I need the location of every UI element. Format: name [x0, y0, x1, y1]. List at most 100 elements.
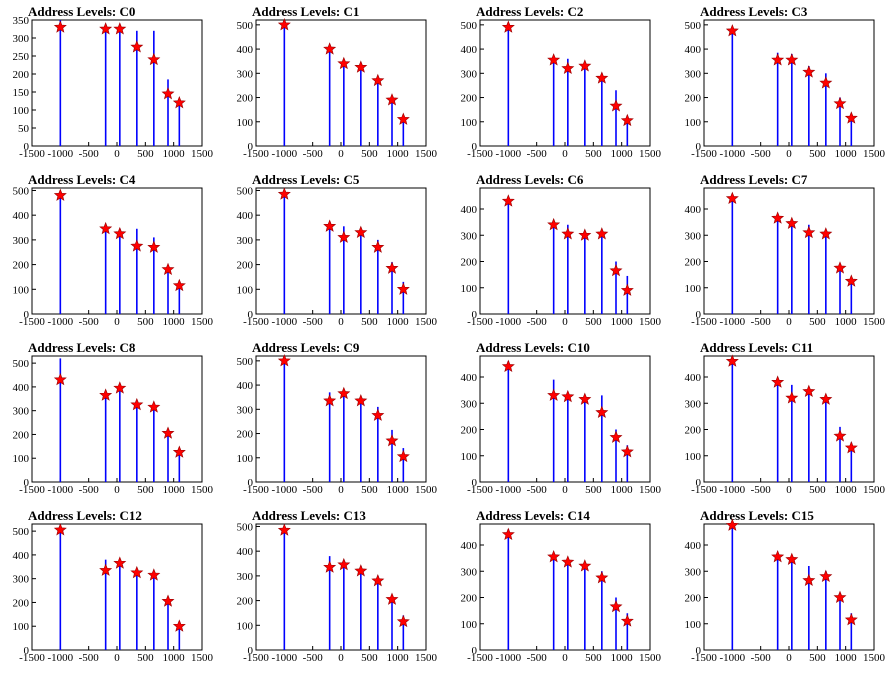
- peak-marker-star: [833, 261, 847, 274]
- x-tick-label: 1000: [387, 652, 410, 664]
- x-tick-label: 1000: [835, 484, 858, 496]
- y-tick-label: 0: [24, 309, 30, 321]
- x-tick-label: 0: [338, 652, 344, 664]
- peak-marker-star: [844, 441, 858, 454]
- peak-marker-star: [354, 564, 368, 577]
- x-tick-label: -1000: [47, 148, 73, 160]
- peak-marker-star: [99, 221, 113, 235]
- peak-marker-star: [578, 392, 592, 405]
- x-tick-label: 1000: [835, 652, 858, 664]
- y-tick-label: 300: [461, 566, 478, 578]
- peak-marker-star: [277, 18, 291, 31]
- peak-marker-star: [595, 570, 609, 584]
- peak-marker-star: [53, 188, 67, 201]
- peak-marker-star: [53, 523, 67, 536]
- y-tick-label: 200: [461, 425, 478, 437]
- x-tick-label: 1500: [191, 316, 214, 328]
- peak-marker-star: [161, 86, 175, 100]
- y-tick-label: 0: [696, 141, 702, 153]
- x-tick-label: 500: [361, 484, 378, 496]
- peak-marker-star: [396, 614, 410, 628]
- chart-panel: Address Levels: C11 0 100 200 300 400 -1500 -10…: [685, 340, 886, 496]
- peak-marker-star: [833, 429, 847, 442]
- chart-title: Address Levels: C0: [28, 4, 135, 19]
- y-tick-label: 400: [237, 380, 254, 392]
- y-tick-label: 300: [685, 398, 702, 410]
- x-tick-label: 1000: [163, 316, 186, 328]
- y-tick-label: 200: [13, 429, 30, 441]
- x-tick-label: -500: [79, 316, 100, 328]
- peak-marker-star: [130, 565, 144, 579]
- peak-marker-star: [561, 227, 575, 240]
- peak-marker-star: [113, 226, 127, 240]
- plot-frame: [479, 355, 651, 483]
- y-tick-label: 300: [237, 404, 254, 416]
- x-tick-label: 0: [114, 652, 120, 664]
- y-tick-label: 0: [472, 477, 478, 489]
- x-tick-label: -1500: [19, 316, 45, 328]
- peak-marker-star: [620, 614, 634, 627]
- y-tick-label: 100: [685, 117, 702, 129]
- y-tick-label: 300: [13, 406, 30, 418]
- y-tick-label: 200: [685, 425, 702, 437]
- x-tick-label: -500: [751, 484, 772, 496]
- y-tick-label: 400: [685, 540, 702, 552]
- y-tick-label: 400: [13, 210, 30, 222]
- plot-frame: [31, 187, 203, 315]
- peak-marker-star: [844, 111, 858, 124]
- x-tick-label: -1000: [47, 652, 73, 664]
- peak-marker-star: [833, 96, 847, 110]
- y-tick-label: 200: [461, 93, 478, 105]
- x-tick-label: -500: [527, 652, 548, 664]
- y-tick-label: 100: [237, 284, 254, 296]
- peak-marker-star: [396, 282, 410, 295]
- x-tick-label: -1500: [19, 652, 45, 664]
- x-tick-label: -1000: [271, 148, 297, 160]
- x-tick-label: 1000: [611, 484, 634, 496]
- peak-marker-star: [501, 194, 515, 207]
- plot-frame: [255, 523, 427, 651]
- peak-marker-star: [172, 95, 186, 109]
- chart-title: Address Levels: C3: [700, 4, 808, 19]
- x-tick-label: 0: [786, 316, 792, 328]
- y-tick-label: 400: [685, 204, 702, 216]
- x-tick-label: -1000: [47, 316, 73, 328]
- x-tick-label: -1500: [467, 148, 493, 160]
- peak-marker-star: [819, 76, 833, 89]
- peak-marker-star: [785, 391, 799, 404]
- y-tick-label: 200: [13, 260, 30, 272]
- chart-panel: Address Levels: C10100200300400500-1500-…: [237, 4, 438, 160]
- peak-marker-star: [802, 65, 816, 78]
- x-tick-label: 500: [809, 316, 826, 328]
- peak-marker-star: [819, 392, 833, 405]
- chart-panel: Address Levels: C6 0 100 200 300 400 -1500 -100…: [461, 172, 662, 328]
- chart-title: Address Levels: C15: [700, 508, 814, 523]
- x-tick-label: -1500: [243, 316, 269, 328]
- x-tick-label: -1500: [19, 484, 45, 496]
- peak-marker-star: [354, 394, 368, 407]
- y-tick-label: 200: [237, 260, 254, 272]
- y-tick-label: 0: [248, 141, 254, 153]
- y-tick-label: 100: [461, 283, 478, 295]
- peak-marker-star: [337, 386, 351, 400]
- y-tick-label: 300: [685, 230, 702, 242]
- y-tick-label: 300: [685, 68, 702, 80]
- peak-marker-star: [802, 225, 816, 239]
- chart-title: Address Levels: C5: [252, 172, 360, 187]
- peak-marker-star: [819, 569, 833, 583]
- peak-marker-star: [725, 24, 739, 37]
- y-tick-label: 100: [237, 453, 254, 465]
- peak-marker-star: [130, 397, 144, 411]
- x-tick-label: 1000: [835, 316, 858, 328]
- x-tick-label: 0: [562, 484, 568, 496]
- peak-marker-star: [99, 388, 113, 401]
- peak-marker-star: [277, 354, 291, 367]
- chart-title: Address Levels: C13: [252, 508, 366, 523]
- peak-marker-star: [578, 228, 592, 241]
- y-tick-label: 200: [685, 593, 702, 605]
- x-tick-label: 1500: [415, 484, 438, 496]
- y-tick-label: 400: [461, 372, 478, 384]
- peak-marker-star: [337, 557, 351, 571]
- x-tick-label: 0: [562, 316, 568, 328]
